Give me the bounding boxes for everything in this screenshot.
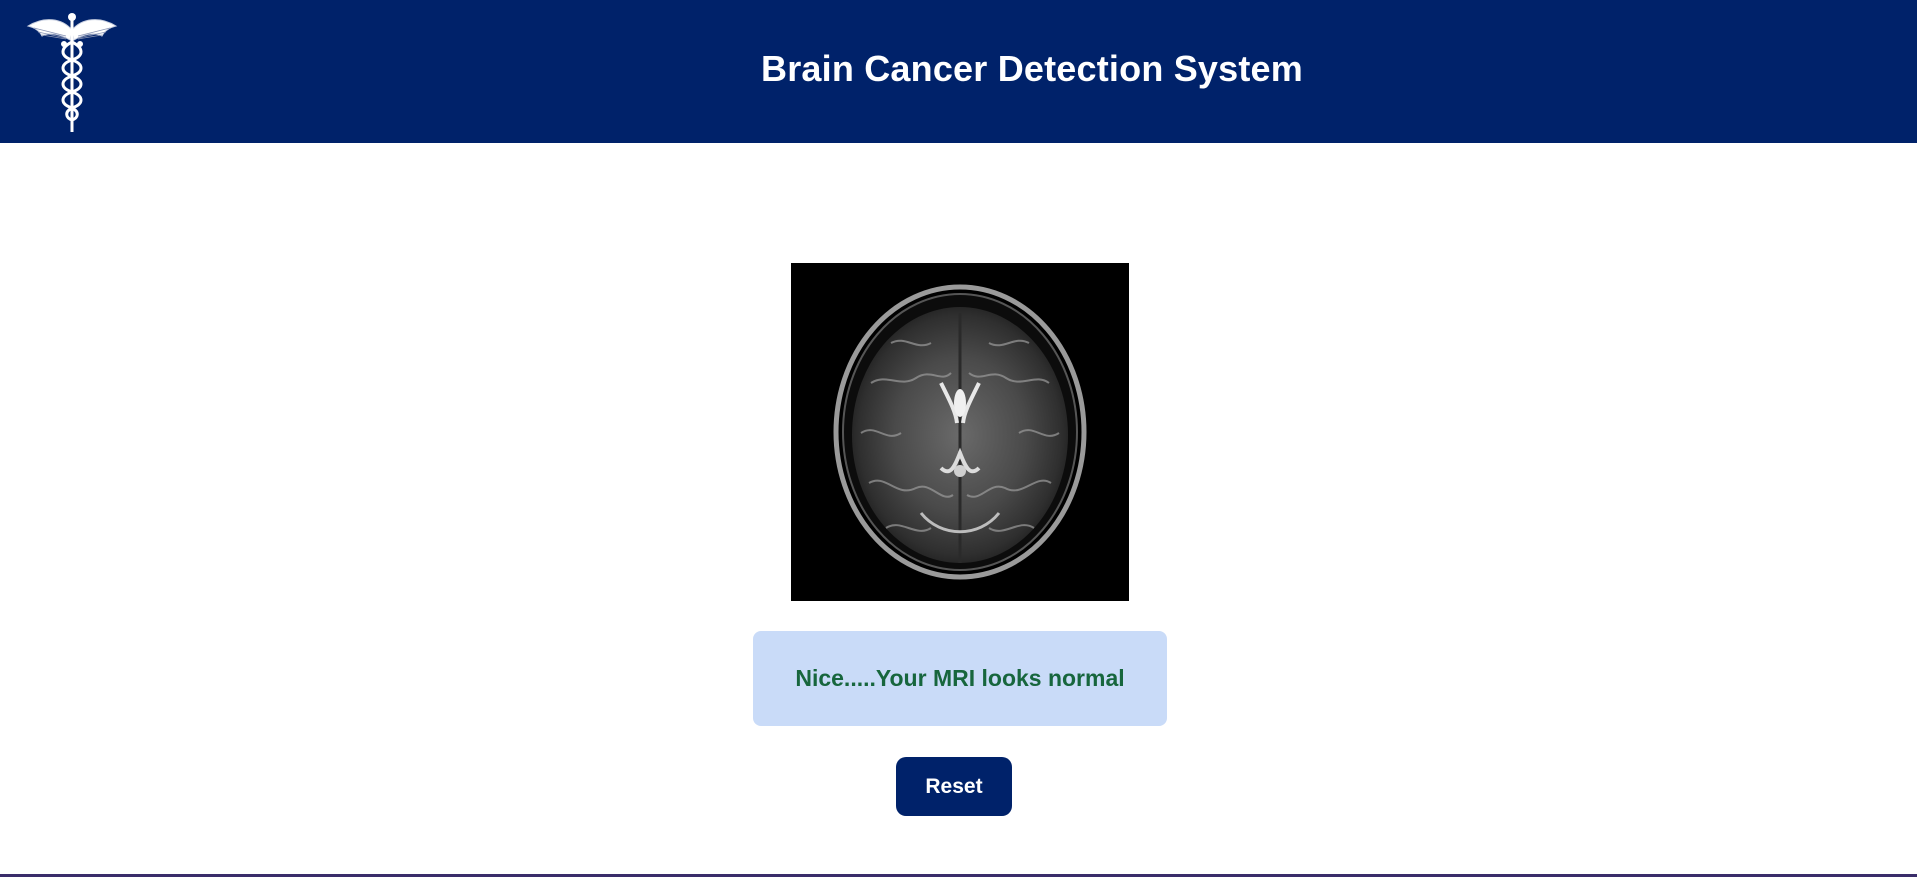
result-message: Nice.....Your MRI looks normal xyxy=(753,631,1167,726)
reset-button[interactable]: Reset xyxy=(896,757,1012,816)
caduceus-icon xyxy=(26,13,118,132)
footer-divider xyxy=(0,874,1917,877)
page-title: Brain Cancer Detection System xyxy=(761,48,1303,89)
mri-scan-image xyxy=(791,263,1129,601)
app-header: Brain Cancer Detection System xyxy=(0,0,1917,143)
